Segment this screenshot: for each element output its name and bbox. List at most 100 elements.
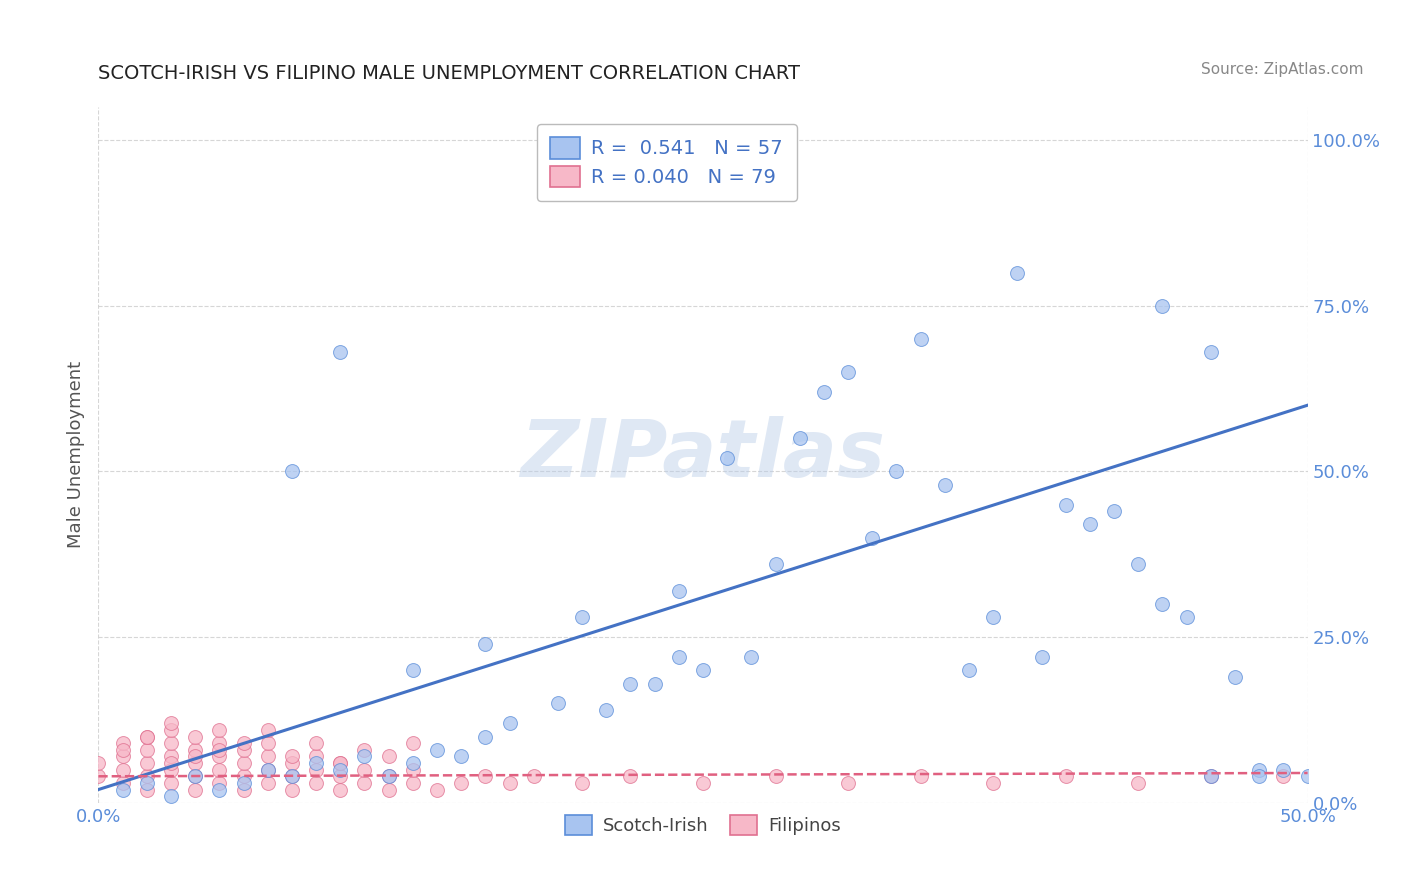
Point xyxy=(692,776,714,790)
Point xyxy=(619,676,641,690)
Point xyxy=(1175,610,1198,624)
Point xyxy=(571,776,593,790)
Point xyxy=(1128,558,1150,572)
Point xyxy=(1223,670,1246,684)
Point xyxy=(281,769,304,783)
Point xyxy=(716,451,738,466)
Point xyxy=(474,637,496,651)
Point xyxy=(619,769,641,783)
Point xyxy=(305,763,328,777)
Point xyxy=(111,782,134,797)
Point xyxy=(474,730,496,744)
Point xyxy=(256,749,278,764)
Point xyxy=(305,749,328,764)
Point xyxy=(1272,769,1295,783)
Point xyxy=(281,756,304,770)
Point xyxy=(377,769,399,783)
Point xyxy=(256,723,278,737)
Point xyxy=(910,332,932,346)
Point xyxy=(426,743,449,757)
Point xyxy=(934,477,956,491)
Text: Source: ZipAtlas.com: Source: ZipAtlas.com xyxy=(1201,62,1364,78)
Point xyxy=(87,769,110,783)
Point xyxy=(208,749,231,764)
Point xyxy=(232,736,254,750)
Point xyxy=(353,749,375,764)
Point xyxy=(1199,345,1222,359)
Point xyxy=(1199,769,1222,783)
Point xyxy=(1102,504,1125,518)
Point xyxy=(450,749,472,764)
Point xyxy=(571,610,593,624)
Point xyxy=(160,723,183,737)
Point xyxy=(595,703,617,717)
Point xyxy=(1296,769,1319,783)
Point xyxy=(474,769,496,783)
Point xyxy=(232,769,254,783)
Point xyxy=(232,756,254,770)
Point xyxy=(402,736,425,750)
Point xyxy=(111,743,134,757)
Point xyxy=(281,769,304,783)
Point xyxy=(281,749,304,764)
Point xyxy=(886,465,908,479)
Point xyxy=(957,663,980,677)
Point xyxy=(377,749,399,764)
Point xyxy=(135,782,157,797)
Point xyxy=(402,756,425,770)
Point xyxy=(256,776,278,790)
Point xyxy=(232,743,254,757)
Point xyxy=(450,776,472,790)
Point xyxy=(789,431,811,445)
Point xyxy=(208,736,231,750)
Point xyxy=(111,763,134,777)
Point xyxy=(232,776,254,790)
Point xyxy=(184,749,207,764)
Point xyxy=(111,776,134,790)
Point xyxy=(184,756,207,770)
Point xyxy=(1007,266,1029,280)
Point xyxy=(329,756,352,770)
Point xyxy=(353,743,375,757)
Point xyxy=(160,789,183,804)
Point xyxy=(87,756,110,770)
Point xyxy=(377,782,399,797)
Point xyxy=(135,769,157,783)
Point xyxy=(1054,769,1077,783)
Point xyxy=(305,776,328,790)
Point xyxy=(135,776,157,790)
Point xyxy=(135,730,157,744)
Point xyxy=(184,730,207,744)
Point xyxy=(765,558,787,572)
Point xyxy=(329,763,352,777)
Point xyxy=(135,743,157,757)
Point xyxy=(668,650,690,665)
Point xyxy=(135,756,157,770)
Point xyxy=(305,756,328,770)
Point xyxy=(208,743,231,757)
Point xyxy=(208,763,231,777)
Point xyxy=(1249,769,1271,783)
Point xyxy=(135,730,157,744)
Point xyxy=(765,769,787,783)
Point xyxy=(184,743,207,757)
Point xyxy=(1054,498,1077,512)
Point xyxy=(281,782,304,797)
Point xyxy=(1128,776,1150,790)
Point xyxy=(160,763,183,777)
Point xyxy=(208,723,231,737)
Point xyxy=(837,776,859,790)
Point xyxy=(740,650,762,665)
Point xyxy=(208,782,231,797)
Point xyxy=(160,749,183,764)
Text: ZIPatlas: ZIPatlas xyxy=(520,416,886,494)
Point xyxy=(1152,597,1174,611)
Point xyxy=(644,676,666,690)
Point xyxy=(1078,517,1101,532)
Point xyxy=(692,663,714,677)
Point xyxy=(160,716,183,731)
Point xyxy=(837,365,859,379)
Point xyxy=(1272,763,1295,777)
Point xyxy=(256,736,278,750)
Point xyxy=(860,531,883,545)
